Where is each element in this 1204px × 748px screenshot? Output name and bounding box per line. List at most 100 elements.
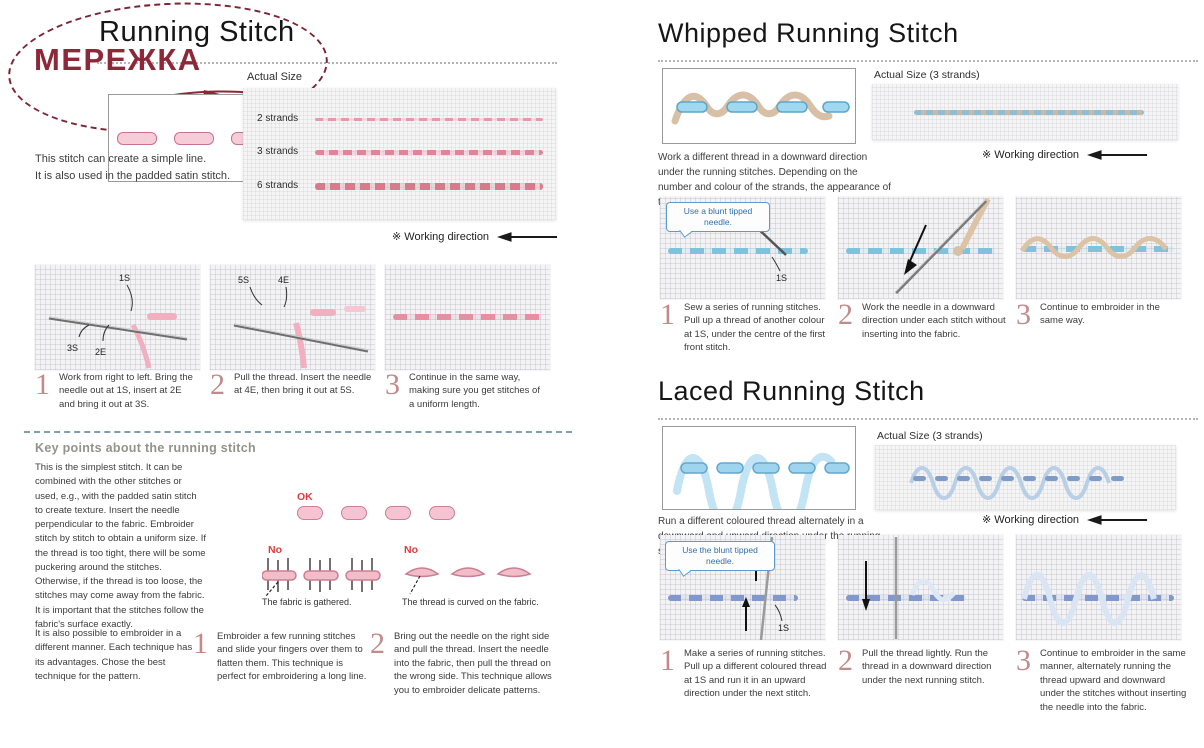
step-number: 2 — [838, 644, 853, 677]
ok-stitch — [429, 506, 455, 520]
laced-diagram — [662, 426, 856, 510]
running-stitch-row — [846, 248, 995, 254]
stitch-sample-3-strands — [315, 150, 543, 155]
key-points-para1: This is the simplest stitch. It can be c… — [35, 462, 207, 630]
label-1s: 1S — [776, 273, 787, 283]
ok-stitch — [297, 506, 323, 520]
strand-label-3: 3 strands — [257, 146, 299, 157]
step-text: Continue in the same way, making sure yo… — [409, 372, 540, 410]
label-1s: 1S — [119, 273, 130, 283]
whipped-working-direction: ※ Working direction — [982, 148, 1149, 161]
stitch-sample-2-strands — [315, 118, 543, 121]
working-direction-label: ※ Working direction — [982, 149, 1080, 161]
working-direction-label: ※ Working direction — [982, 514, 1080, 526]
key-points-para2: It is also possible to embroider in a di… — [35, 628, 193, 682]
finished-running-stitch — [393, 314, 542, 320]
step-number: 1 — [660, 298, 675, 331]
step-text: Pull the thread. Insert the needle at 4E… — [234, 372, 372, 397]
laced-title: Laced Running Stitch — [658, 376, 925, 406]
step-number: 1 — [35, 368, 50, 401]
blunt-needle-bubble: Use a blunt tipped needle. — [666, 202, 770, 233]
working-direction-label: ※ Working direction — [392, 231, 490, 243]
step-text: Continue to embroider in the same way. — [1040, 302, 1160, 327]
step-text: Continue to embroider in the same manner… — [1040, 648, 1187, 713]
key-step-2: 2 Bring out the needle on the right side… — [370, 627, 560, 697]
curved-thread-diagram — [404, 567, 532, 595]
step-number: 2 — [370, 627, 385, 660]
section-divider — [24, 431, 572, 433]
step1-photo: 1S 3S 2E — [35, 265, 200, 370]
step-text: Work from right to left. Bring the needl… — [59, 372, 193, 410]
whipped-title: Whipped Running Stitch — [658, 18, 959, 48]
step-text: Embroider a few running stitches and sli… — [217, 631, 367, 683]
strand-label-2: 2 strands — [257, 113, 299, 124]
whipped-actual-size-photo — [872, 84, 1178, 140]
step-number: 3 — [1016, 298, 1031, 331]
whipped-step-3: 3 Continue to embroider in the same way. — [1016, 298, 1188, 331]
label-3s: 3S — [67, 343, 78, 353]
ok-stitch — [341, 506, 367, 520]
laced-actual-size-photo — [875, 445, 1176, 510]
whipped-actual-size-label: Actual Size (3 strands) — [874, 69, 980, 81]
intro-line-1: This stitch can create a simple line. — [35, 153, 207, 165]
title-rule — [97, 62, 557, 64]
laced-step1-photo: Use the blunt tipped needle. 1S — [660, 535, 825, 640]
ok-stitch — [385, 506, 411, 520]
whipped-step3-photo — [1016, 197, 1181, 299]
whipped-title-rule — [658, 60, 1198, 62]
key-step-1: 1 Embroider a few running stitches and s… — [193, 627, 371, 684]
running-stitch-row — [1022, 246, 1174, 252]
step3-photo — [385, 265, 550, 370]
page-title: Running Stitch — [99, 16, 295, 48]
laced-step-2: 2 Pull the thread lightly. Run the threa… — [838, 644, 1010, 687]
strand-label-6: 6 strands — [257, 180, 299, 191]
shop-stamp-brand: МЕРЕЖКА — [34, 42, 202, 77]
step-number: 3 — [385, 368, 400, 401]
step-number: 3 — [1016, 644, 1031, 677]
whipped-step2-photo — [838, 197, 1003, 299]
laced-step-1: 1 Make a series of running stitches. Pul… — [660, 644, 832, 701]
running-stitch-row — [846, 595, 966, 601]
label-1s: 1S — [778, 623, 789, 633]
step2-photo: 5S 4E — [210, 265, 375, 370]
gathered-caption: The fabric is gathered. — [262, 597, 352, 607]
step-2: 2 Pull the thread. Insert the needle at … — [210, 368, 378, 401]
whipped-step-1: 1 Sew a series of running stitches. Pull… — [660, 298, 832, 355]
step-number: 1 — [660, 644, 675, 677]
laced-title-rule — [658, 418, 1198, 420]
laced-step-3: 3 Continue to embroider in the same mann… — [1016, 644, 1192, 714]
step-text: Bring out the needle on the right side a… — [394, 631, 552, 696]
whipped-step-2: 2 Work the needle in a downward directio… — [838, 300, 1010, 341]
laced-actual-size-label: Actual Size (3 strands) — [877, 430, 983, 442]
step-number: 2 — [210, 368, 225, 401]
whipped-diagram — [662, 68, 856, 144]
gathered-fabric-diagram — [262, 558, 381, 596]
stitch-dash — [173, 131, 214, 145]
key-points-heading: Key points about the running stitch — [35, 441, 256, 455]
curved-caption: The thread is curved on the fabric. — [402, 597, 539, 607]
stitch-sample-6-strands — [315, 183, 543, 190]
left-page: Running Stitch МЕРЕЖКА This stitch can c… — [0, 0, 600, 748]
label-2e: 2E — [95, 347, 106, 357]
step-text: Make a series of running stitches. Pull … — [684, 648, 827, 700]
laced-step2-photo — [838, 535, 1003, 640]
intro-line-2: It is also used in the padded satin stit… — [35, 169, 231, 182]
actual-size-label: Actual Size — [247, 71, 303, 83]
running-stitch-row — [1022, 595, 1174, 601]
label-4e: 4E — [278, 275, 289, 285]
left-arrow-icon — [1087, 149, 1148, 160]
left-arrow-icon — [497, 231, 558, 242]
step-text: Pull the thread lightly. Run the thread … — [862, 648, 992, 686]
blunt-needle-bubble: Use the blunt tipped needle. — [665, 541, 775, 572]
step-text: Work the needle in a downward direction … — [862, 302, 1006, 340]
stitch-dash — [116, 131, 157, 145]
working-direction: ※ Working direction — [392, 230, 559, 243]
ok-label: OK — [297, 491, 313, 503]
laced-step3-photo — [1016, 535, 1181, 640]
whipped-sample-stitch — [914, 110, 1144, 115]
left-arrow-icon — [1087, 514, 1148, 525]
whipped-step1-photo: Use a blunt tipped needle. 1S — [660, 197, 825, 299]
actual-size-photo: 2 strands 3 strands 6 strands — [243, 88, 556, 220]
step-number: 1 — [193, 627, 208, 660]
